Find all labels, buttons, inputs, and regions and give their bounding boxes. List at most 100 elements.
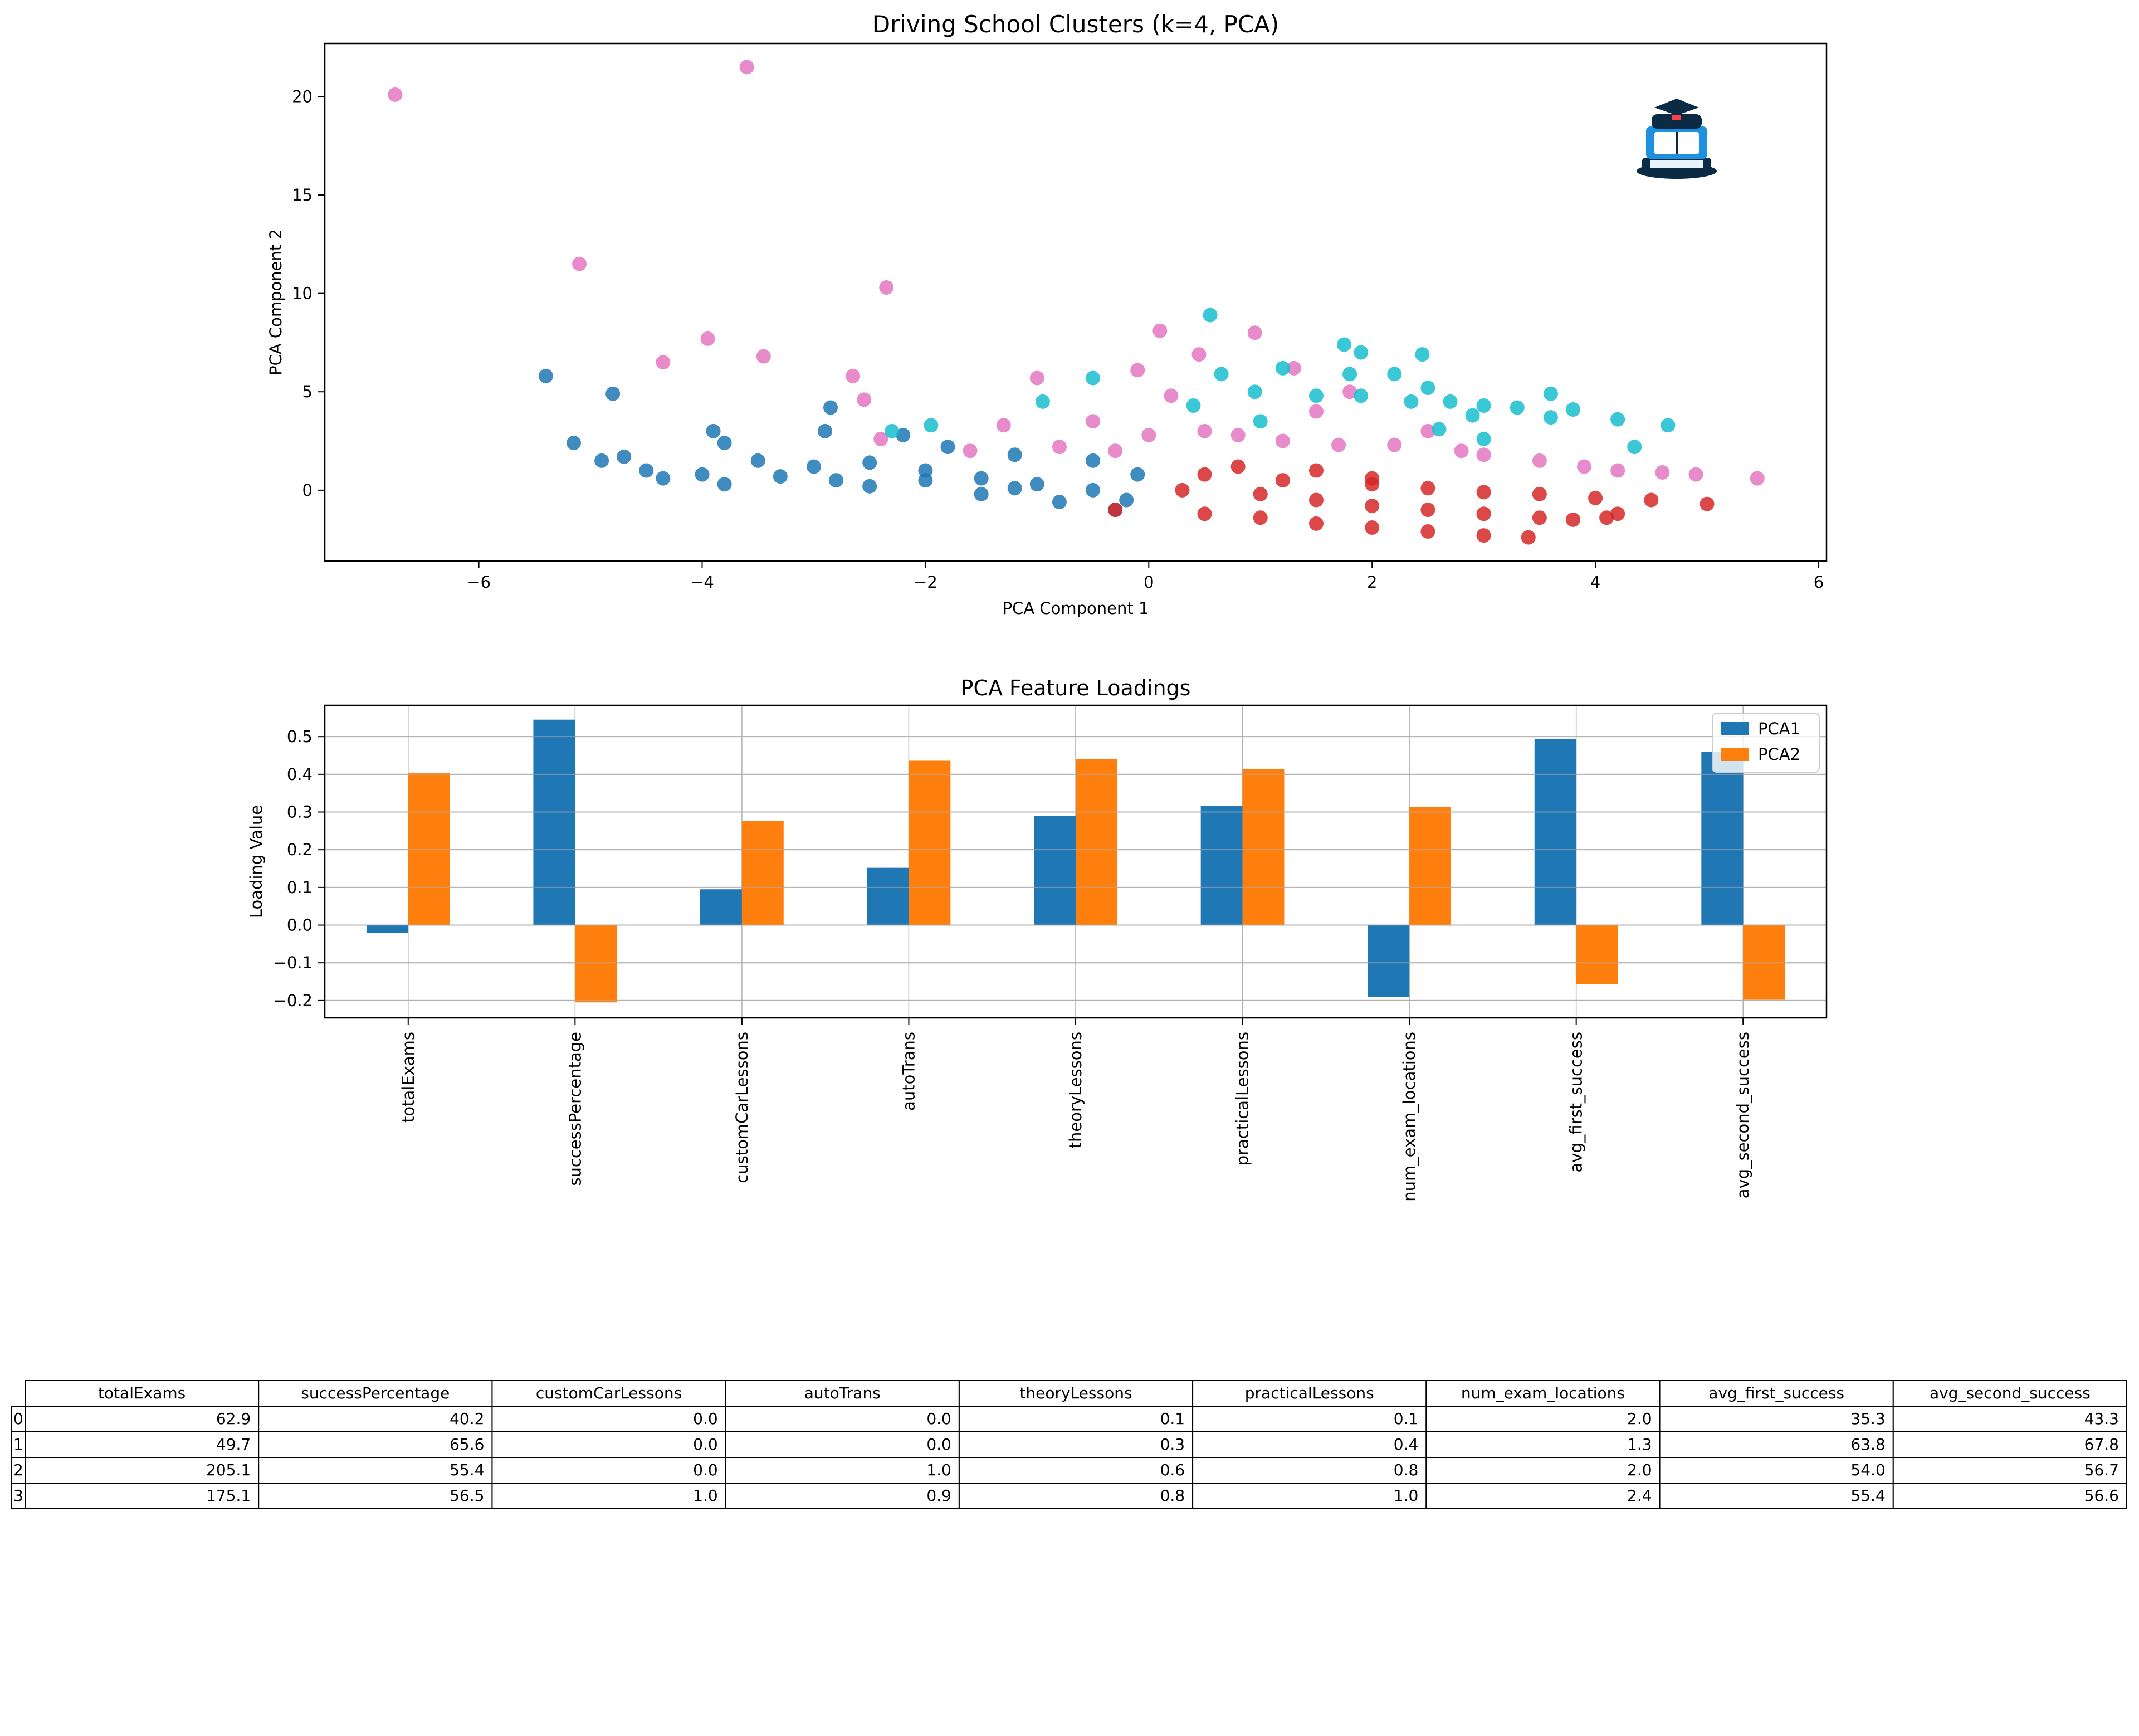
y-tick-label: 0.1 [287,878,312,897]
scatter-point [885,423,900,438]
cell-value: 56.7 [2084,1461,2119,1479]
column-header: avg_first_success [1708,1384,1844,1402]
table-cell [258,1483,493,1509]
x-tick-label: −4 [690,573,714,592]
scatter-point [1214,367,1229,382]
y-tick-label: 5 [302,382,312,401]
bar-PCA2-customCarLessons [741,821,784,925]
scatter-point [1700,496,1715,511]
column-header: theoryLessons [1019,1384,1132,1402]
bar-PCA1-successPercentage [533,719,575,925]
bar-chart: −0.2 −0.1 0.0 0.1 0.2 0.3 0.4 0.5 totalExams succ… [247,676,1828,1202]
scatter-point [1420,503,1435,518]
scatter-point [717,436,732,451]
table-cell [258,1457,493,1484]
scatter-chart: −6 −4 −2 0 2 4 6 0 5 10 15 20 Driving School Cluster… [266,11,1828,618]
column-header: customCarLessons [536,1384,682,1402]
scatter-point [1476,447,1491,462]
scatter-point [1286,360,1301,376]
scatter-point [572,256,587,271]
cell-value: 40.2 [450,1410,484,1428]
scatter-point [1308,388,1324,403]
cell-value: 0.0 [693,1435,718,1454]
cell-value: 49.7 [216,1435,251,1454]
scatter-point [1108,503,1123,518]
x-tick-label: num_exam_locations [1400,1032,1419,1202]
scatter-point [1432,422,1447,437]
scatter-point [639,463,654,478]
cell-value: 0.6 [1160,1461,1185,1479]
table-cell [1892,1483,2128,1509]
scatter-point [879,280,894,295]
table-cell [1659,1457,1894,1484]
scatter-point [1108,443,1123,459]
scatter-point [1510,400,1525,415]
cluster-3-points [885,308,1676,455]
row-index: 0 [13,1410,23,1428]
table-cell [1425,1431,1661,1458]
scatter-point [538,368,553,383]
column-header: avg_second_success [1930,1384,2091,1402]
y-tick-label: 10 [292,284,312,303]
x-tick-label: −2 [914,573,937,592]
cell-value: 54.0 [1850,1461,1885,1479]
legend-label: PCA1 [1758,719,1800,738]
y-tick-label: 0 [302,481,312,500]
cell-value: 0.9 [926,1486,951,1505]
scatter-point [1688,467,1703,482]
scatter-point [1197,467,1212,482]
x-tick-label: customCarLessons [732,1032,751,1183]
cluster-2-points [388,60,1765,486]
table-cell [491,1457,726,1484]
driving-school-logo [1637,99,1717,179]
scatter-point [1164,388,1179,403]
scatter-point [1532,486,1547,501]
bar-PCA1-customCarLessons [700,889,742,925]
scatter-point [1130,467,1145,482]
scatter-point [1588,490,1603,505]
scatter-point [1342,384,1357,399]
scatter-point [873,431,888,446]
cluster-means-table: totalExams successPercentage customCarLess… [11,1380,2128,1509]
scatter-point [1175,482,1190,498]
scatter-point [1415,347,1430,362]
table-cell [1192,1483,1427,1509]
x-tick-label: theoryLessons [1066,1032,1085,1148]
scatter-point [1052,495,1067,510]
scatter-point [1387,367,1402,382]
legend: PCA1 PCA2 [1712,713,1820,773]
scatter-point [1191,347,1207,362]
scatter-point [1130,363,1145,378]
scatter-point [1476,485,1491,500]
bar-title: PCA Feature Loadings [961,676,1191,700]
table-cell [1425,1483,1661,1509]
bar-PCA2-theoryLessons [1076,759,1117,925]
bar-PCA1-theoryLessons [1034,816,1076,925]
scatter-point [1565,512,1580,527]
y-tick-label: 0.4 [287,765,312,784]
scatter-point [1404,394,1419,409]
table-cell [1192,1431,1427,1458]
x-tick-label: 4 [1590,573,1600,592]
cell-value: 205.1 [206,1461,251,1479]
scatter-point [1365,520,1380,535]
scatter-point [1420,423,1435,438]
scatter-point [1141,427,1156,442]
x-tick-label: totalExams [399,1032,418,1123]
cell-value: 1.0 [926,1461,951,1479]
x-tick-label: practicalLessons [1233,1032,1252,1166]
scatter-point [1203,308,1218,323]
scatter-point [1247,325,1262,340]
scatter-point [1532,510,1547,525]
legend-label: PCA2 [1758,745,1800,764]
cell-value: 43.3 [2084,1410,2119,1428]
bar-PCA1-avg_second_success [1701,752,1744,925]
bar-PCA1-practicalLessons [1200,806,1243,925]
x-tick-label: −6 [467,573,491,592]
table-row: 3 175.1 56.5 1.0 0.9 0.8 1.0 2.4 55.4 56.6 [11,1483,2128,1509]
scatter-point [1661,418,1676,433]
cell-value: 56.6 [2084,1486,2119,1505]
scatter-point [1365,471,1380,486]
cell-value: 67.8 [2084,1435,2119,1454]
